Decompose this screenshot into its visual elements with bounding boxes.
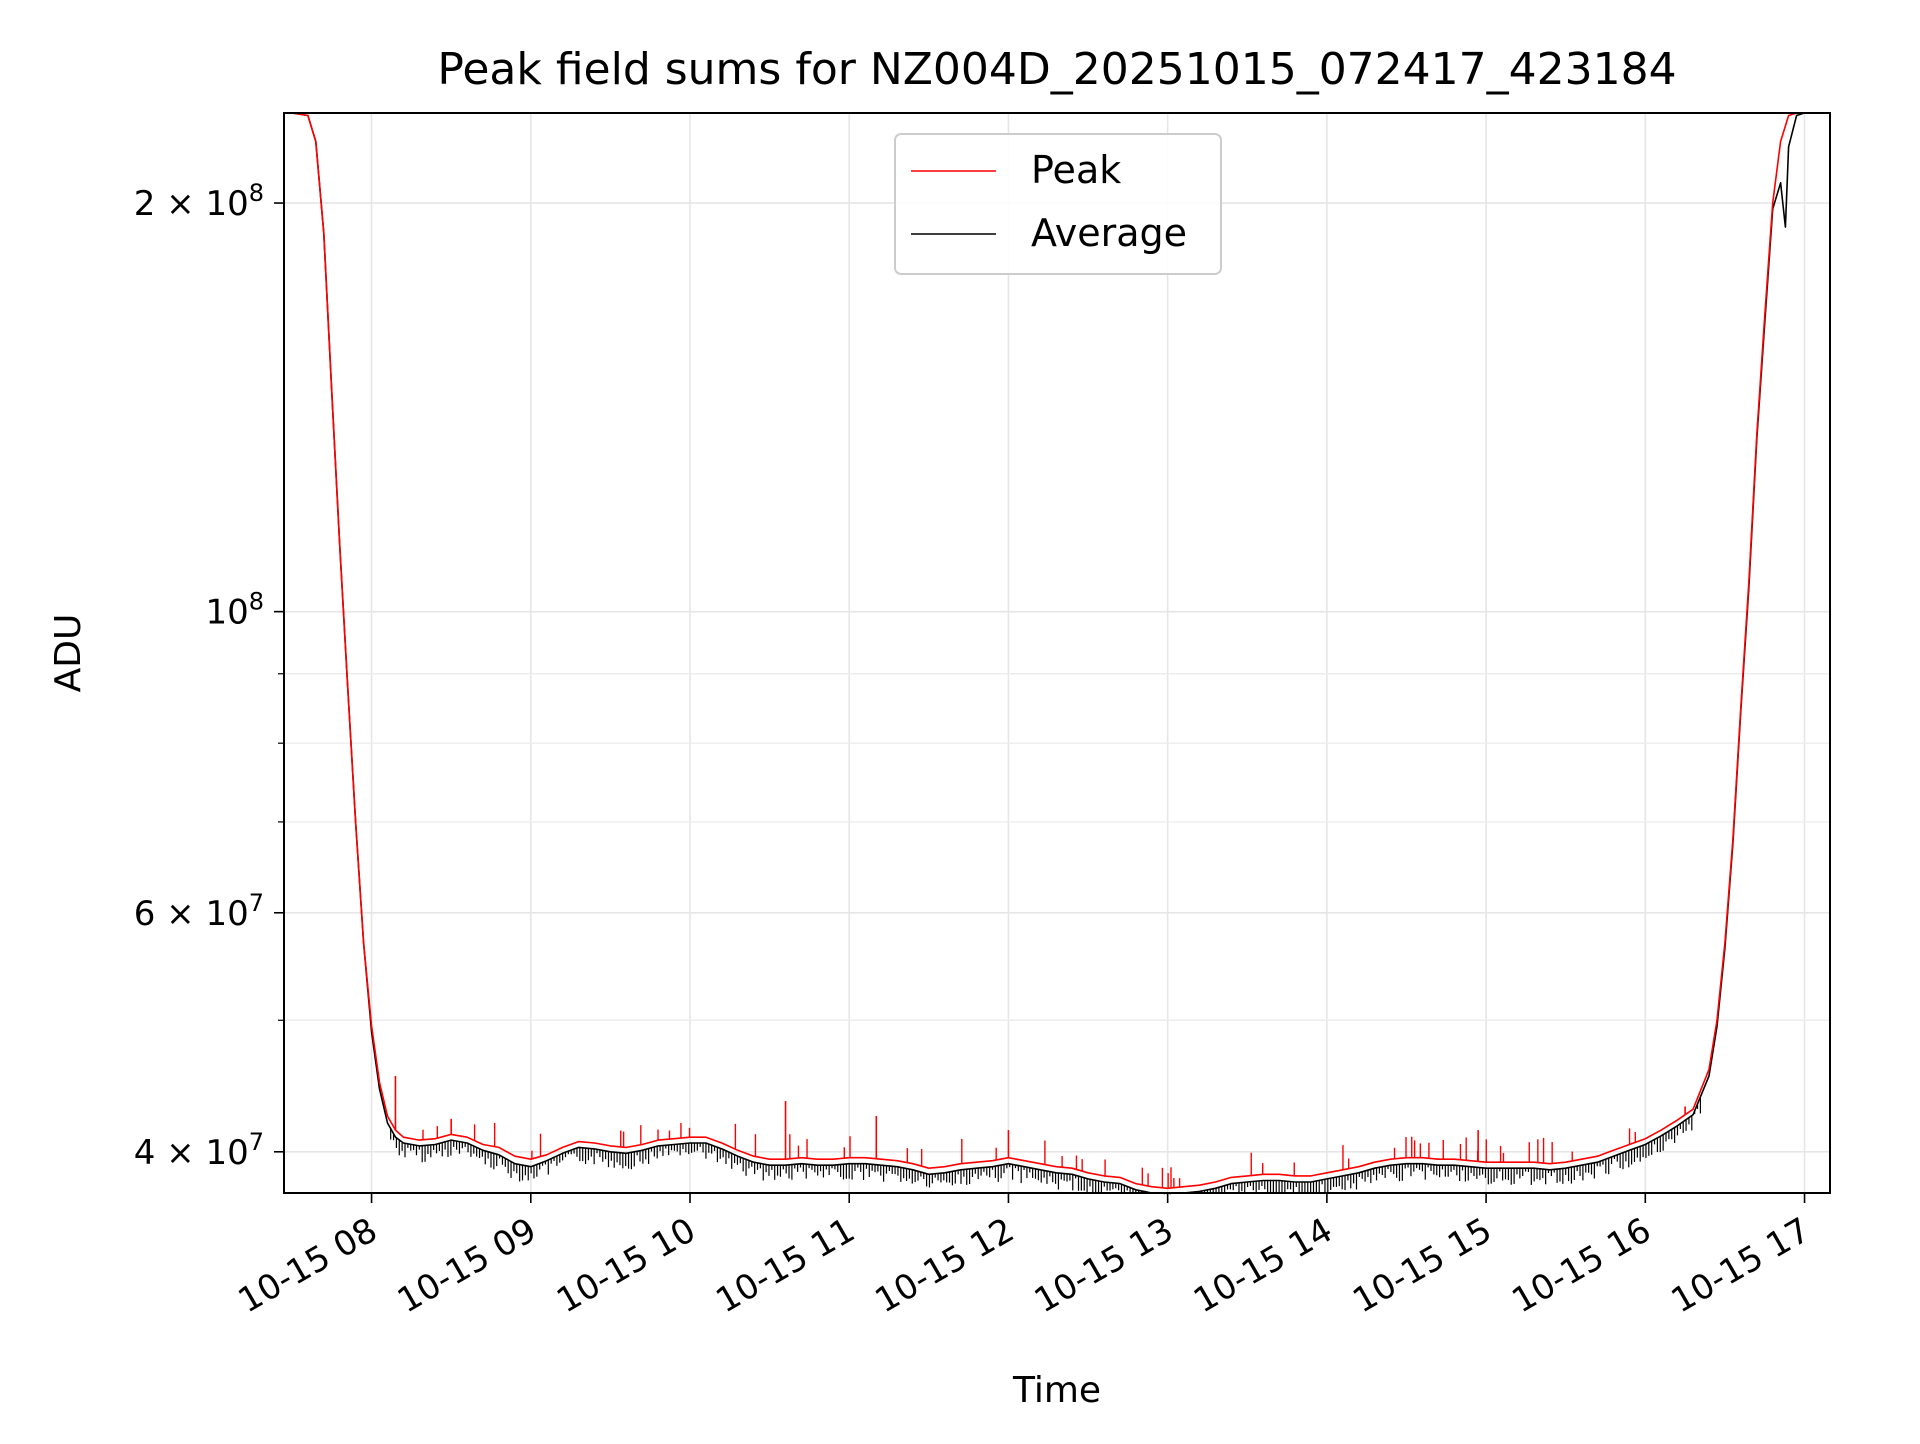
series-layer <box>284 112 1805 1195</box>
axis-ticks: 10-15 08 10-15 09 10-15 10 10-15 11 10-15 12… <box>134 179 1817 1321</box>
y-tick-label: 6 × 107 <box>134 889 264 934</box>
x-tick-label: 10-15 14 <box>1187 1210 1339 1321</box>
y-tick-label: 4 × 107 <box>134 1128 264 1173</box>
noise-spikes <box>390 1075 1701 1195</box>
x-tick-label: 10-15 15 <box>1346 1210 1498 1321</box>
x-tick-label: 10-15 16 <box>1505 1210 1657 1321</box>
x-tick-label: 10-15 17 <box>1665 1210 1817 1321</box>
legend-label-peak: Peak <box>1031 148 1121 192</box>
chart-title: Peak field sums for NZ004D_20251015_0724… <box>437 44 1676 95</box>
x-tick-label: 10-15 13 <box>1028 1210 1180 1321</box>
y-axis-label: ADU <box>48 614 89 693</box>
series-line-peak <box>284 112 1805 1190</box>
legend-box <box>894 133 1222 275</box>
x-tick-label: 10-15 09 <box>391 1210 543 1321</box>
x-tick-label: 10-15 11 <box>709 1210 861 1321</box>
x-tick-label: 10-15 08 <box>232 1210 384 1321</box>
legend-label-average: Average <box>1031 211 1187 255</box>
series-line-average <box>284 112 1805 1194</box>
y-tick-label: 2 × 108 <box>134 179 264 224</box>
x-tick-label: 10-15 12 <box>869 1210 1021 1321</box>
legend[interactable]: Peak Average <box>894 133 1222 275</box>
plot-area-frame <box>283 112 1831 1194</box>
y-tick-label: 108 <box>205 588 264 633</box>
x-axis-label: Time <box>1012 1370 1101 1411</box>
x-tick-label: 10-15 10 <box>550 1210 702 1321</box>
